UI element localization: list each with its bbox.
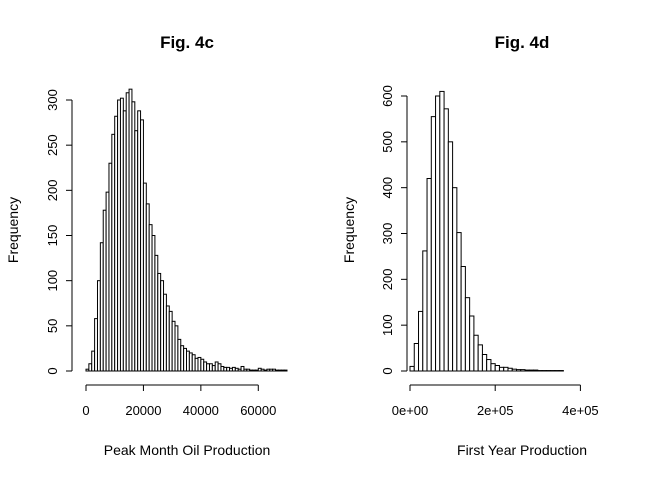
y-tick-label: 200	[380, 268, 395, 290]
histogram-bar	[443, 108, 449, 372]
histogram-bar	[516, 369, 522, 372]
histogram-bar	[422, 250, 428, 372]
histogram-bar	[498, 366, 505, 372]
y-tick-label: 100	[45, 270, 60, 292]
x-tick-label: 40000	[183, 403, 219, 418]
histogram-bar	[528, 369, 535, 372]
histogram-bar	[413, 343, 420, 372]
y-tick-label: 500	[380, 131, 395, 153]
histogram-fig-4d: Fig. 4d 0e+00 2e+05 4e+05 0 100 200 300 400 500…	[341, 33, 599, 458]
histogram-bar	[464, 297, 471, 372]
histogram-bar	[439, 90, 445, 372]
x-axis-label: Peak Month Oil Production	[104, 442, 271, 458]
histogram-bar	[507, 367, 513, 372]
chart-title: Fig. 4c	[160, 33, 214, 52]
x-tick-label: 0e+00	[392, 403, 429, 418]
histogram-bar	[494, 365, 500, 372]
y-axis-label: Frequency	[5, 197, 21, 263]
x-axis: 0e+00 2e+05 4e+05	[392, 384, 599, 418]
histogram-bar	[426, 178, 432, 372]
histogram-bar	[283, 369, 288, 372]
histogram-bar	[430, 116, 437, 372]
histogram-bar	[533, 369, 539, 372]
y-tick-label: 0	[45, 367, 60, 374]
y-tick-label: 200	[45, 179, 60, 201]
histogram-bar	[418, 310, 424, 372]
y-tick-label: 100	[380, 314, 395, 336]
x-tick-label: 60000	[240, 403, 276, 418]
histogram-fig-4c: Fig. 4c 0 20000 40000 60000 0 50 100 150 200 250…	[5, 33, 288, 458]
y-tick-label: 600	[380, 85, 395, 107]
x-tick-label: 0	[82, 403, 89, 418]
histogram-bars	[409, 90, 564, 372]
histogram-bar	[460, 266, 466, 372]
histogram-bar	[447, 141, 454, 372]
y-axis-label: Frequency	[341, 197, 357, 263]
y-tick-label: 300	[380, 223, 395, 245]
x-axis: 0 20000 40000 60000	[82, 384, 276, 418]
chart-title: Fig. 4d	[495, 33, 550, 52]
y-tick-label: 300	[45, 89, 60, 111]
histogram-bar	[456, 232, 462, 372]
histogram-bar	[524, 369, 530, 372]
y-tick-label: 250	[45, 134, 60, 156]
histogram-bar	[511, 368, 517, 372]
histogram-bar	[486, 359, 492, 372]
histogram-bars	[85, 88, 288, 372]
y-axis: 0 100 200 300 400 500 600	[380, 85, 408, 375]
histogram-bar	[490, 363, 496, 372]
histogram-bar	[520, 369, 526, 372]
histogram-bar	[435, 95, 441, 372]
x-tick-label: 2e+05	[477, 403, 514, 418]
histogram-bar	[477, 344, 483, 372]
x-axis-label: First Year Production	[457, 442, 587, 458]
histogram-bar	[452, 187, 458, 372]
histogram-bar	[481, 354, 488, 372]
y-tick-label: 0	[380, 367, 395, 374]
y-tick-label: 150	[45, 225, 60, 247]
histogram-bar	[503, 366, 509, 372]
y-tick-label: 400	[380, 177, 395, 199]
histogram-bar	[409, 365, 415, 372]
x-tick-label: 4e+05	[562, 403, 599, 418]
x-tick-label: 20000	[125, 403, 161, 418]
y-tick-label: 50	[45, 319, 60, 333]
histogram-bar	[469, 315, 475, 372]
histogram-bar	[473, 334, 479, 372]
y-axis: 0 50 100 150 200 250 300	[45, 89, 73, 375]
